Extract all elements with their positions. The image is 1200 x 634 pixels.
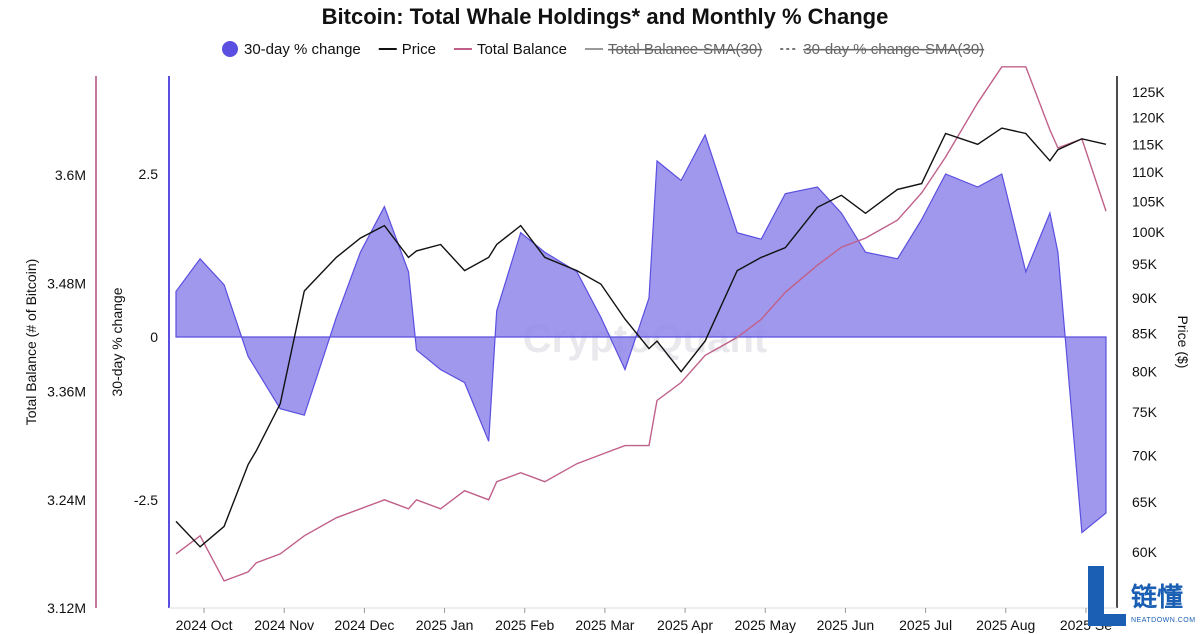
mid-tick-label: -2.5 <box>134 492 158 508</box>
chart-title: Bitcoin: Total Whale Holdings* and Month… <box>322 4 889 29</box>
right-tick-label: 75K <box>1132 404 1158 420</box>
legend-item-0: 30-day % change <box>222 41 361 58</box>
right-tick-label: 80K <box>1132 364 1158 380</box>
x-tick-label: 2025 Feb <box>495 617 554 633</box>
brand-logo-subtext: NEATDOWN.COM <box>1131 617 1196 624</box>
right-tick-label: 115K <box>1132 136 1164 152</box>
right-tick-label: 90K <box>1132 290 1158 306</box>
legend-label: Total Balance-SMA(30) <box>608 41 762 58</box>
right-tick-label: 100K <box>1132 224 1165 240</box>
x-axis-ticks: 2024 Oct 2024 Nov 2024 Dec 2025 Jan 2025 Feb… <box>176 608 1112 633</box>
x-tick-label: 2025 Jul <box>899 617 952 633</box>
brand-logo: 链懂 NEATDOWN.COM <box>1088 566 1196 626</box>
right-tick-label: 95K <box>1132 256 1158 272</box>
right-tick-label: 70K <box>1132 447 1158 463</box>
mid-axis-ticks: 2.5 0 -2.5 <box>134 166 158 508</box>
legend-swatch-dot <box>222 41 238 57</box>
legend-label: 30-day % change-SMA(30) <box>803 41 984 58</box>
legend-item-3: Total Balance-SMA(30) <box>585 41 762 58</box>
right-tick-label: 105K <box>1132 193 1165 209</box>
x-tick-label: 2025 Mar <box>575 617 634 633</box>
right-axis-ticks: 125K 120K 115K 110K 105K 100K 95K 90K 85K 80K 75K 7… <box>1132 84 1165 560</box>
x-tick-label: 2025 Jun <box>817 617 875 633</box>
x-tick-label: 2025 Aug <box>976 617 1035 633</box>
mid-axis-title: 30-day % change <box>109 287 125 396</box>
left-axis-title: Total Balance (# of Bitcoin) <box>23 259 39 426</box>
right-tick-label: 65K <box>1132 494 1158 510</box>
total-balance-series <box>175 66 1107 582</box>
right-tick-label: 125K <box>1132 84 1165 100</box>
x-tick-label: 2024 Nov <box>254 617 314 633</box>
brand-logo-icon <box>1088 566 1126 626</box>
x-tick-label: 2024 Dec <box>334 617 394 633</box>
x-tick-label: 2025 Apr <box>657 617 713 633</box>
brand-logo-text: 链懂 <box>1131 582 1183 612</box>
left-axis-ticks: 3.6M 3.48M 3.36M 3.24M 3.12M <box>47 167 86 616</box>
x-tick-label: 2025 Jan <box>416 617 474 633</box>
right-tick-label: 120K <box>1132 110 1165 126</box>
right-axis-title: Price ($) <box>1175 316 1191 369</box>
legend-item-2: Total Balance <box>453 41 567 58</box>
left-tick-label: 3.24M <box>47 492 86 508</box>
legend-label: Price <box>402 41 436 58</box>
mid-tick-label: 2.5 <box>139 166 159 182</box>
price-series <box>175 127 1107 548</box>
pct-change-series <box>175 133 1107 534</box>
legend-label: Total Balance <box>477 41 567 58</box>
x-tick-label: 2024 Oct <box>176 617 233 633</box>
x-tick-label: 2025 May <box>735 617 796 633</box>
total-balance-line <box>175 66 1107 582</box>
left-tick-label: 3.36M <box>47 384 86 400</box>
left-tick-label: 3.12M <box>47 600 86 616</box>
pct-change-area <box>175 133 1107 534</box>
right-tick-label: 60K <box>1132 544 1158 560</box>
left-tick-label: 3.48M <box>47 275 86 291</box>
mid-tick-label: 0 <box>150 329 158 345</box>
right-tick-label: 110K <box>1132 164 1164 180</box>
left-tick-label: 3.6M <box>55 167 86 183</box>
legend-label: 30-day % change <box>244 41 361 58</box>
legend-item-1: Price <box>378 41 436 58</box>
legend-item-4: 30-day % change-SMA(30) <box>780 41 984 58</box>
legend: 30-day % change Price Total Balance Total B… <box>222 41 984 58</box>
price-line <box>175 127 1107 548</box>
right-tick-label: 85K <box>1132 326 1158 342</box>
